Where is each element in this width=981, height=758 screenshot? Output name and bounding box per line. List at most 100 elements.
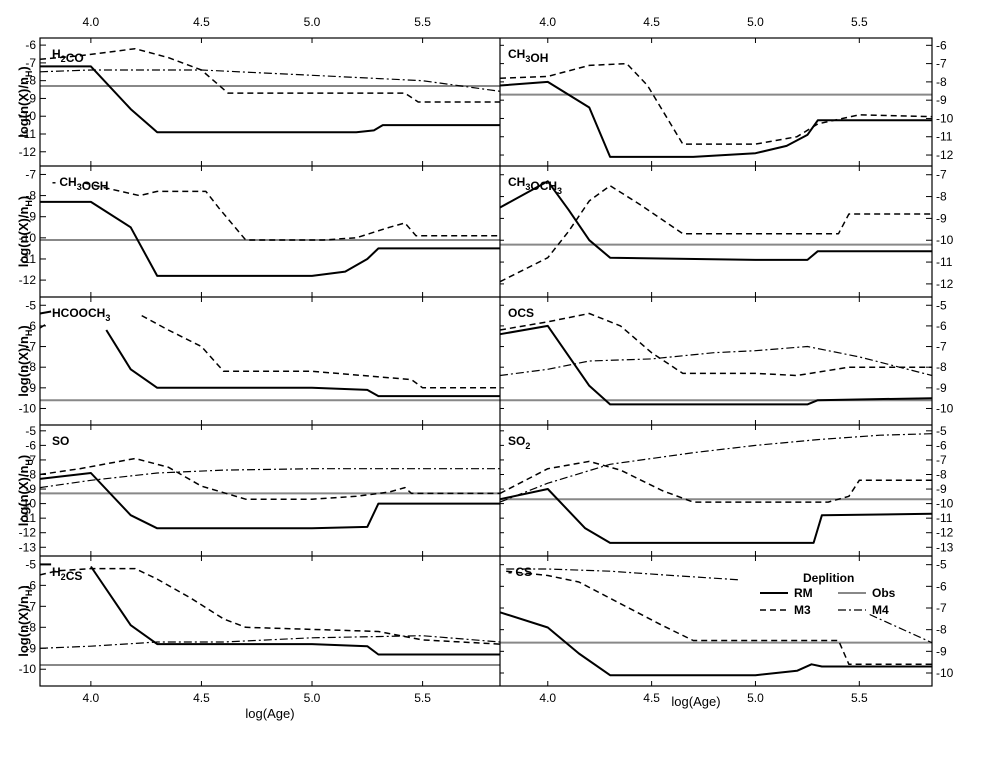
panel-label: H2CO (52, 47, 84, 65)
y-tick-label: -11 (20, 511, 37, 525)
y-tick-label: -8 (936, 190, 947, 204)
y-tick-label: -6 (25, 38, 36, 52)
legend-title: Deplition (803, 571, 854, 585)
series-m3-line (499, 460, 932, 503)
x-tick-label-top: 4.5 (643, 15, 660, 29)
y-tick-label: -9 (25, 482, 36, 496)
y-tick-label: -8 (936, 623, 947, 637)
x-tick-label-bottom: 5.0 (747, 691, 764, 705)
x-tick-label-bottom: 4.0 (539, 691, 556, 705)
series-rm-line (105, 329, 500, 398)
y-tick-label: -11 (936, 255, 953, 269)
y-tick-label: -5 (936, 298, 947, 312)
y-tick-label: -12 (936, 277, 954, 291)
y-tick-label: -9 (936, 381, 947, 395)
y-tick-label: -11 (20, 127, 37, 141)
y-axis-label: log(n(X)/nH) (16, 66, 34, 138)
legend-label-m4: M4 (872, 603, 889, 617)
series-m4-line (499, 433, 933, 503)
x-tick-label-bottom: 5.5 (414, 691, 431, 705)
plot-frame (39, 37, 933, 687)
y-tick-label: -10 (936, 111, 954, 125)
y-tick-label: -6 (25, 438, 36, 452)
y-tick-label: -5 (25, 557, 36, 571)
panel-label: CH3OCH3 (508, 175, 562, 196)
y-tick-label: -7 (25, 340, 36, 354)
series-rm-line (499, 180, 932, 261)
y-tick-label: -6 (936, 438, 947, 452)
x-axis-label: log(Age) (671, 694, 720, 709)
y-tick-label: -11 (936, 511, 953, 525)
y-tick-label: -12 (19, 145, 37, 159)
y-tick-label: -8 (936, 467, 947, 481)
y-tick-label: -8 (25, 189, 36, 203)
y-tick-label: -9 (936, 644, 947, 658)
axes-group: 4.0 4.0 4.0 4.0 4.5 4.5 4.5 4.5 5.0 5.0 5.0 5.0 5.5 5… (39, 15, 933, 721)
panel-label: - CS (508, 565, 532, 579)
series-m3-line (84, 182, 500, 241)
y-tick-label: -5 (25, 424, 36, 438)
panel-0: -6 -7 -8 -9 -10 -11 -12 H2CO log(n(X)/nH) (16, 38, 501, 166)
y-axis-label: log(n(X)/nH) (16, 325, 34, 397)
panel-7: -5-6-7-8-9-10-11-12-13 SO2 (499, 424, 954, 556)
series-rm-line (499, 488, 933, 544)
y-tick-label: -12 (19, 273, 37, 287)
series-m4-line (39, 69, 501, 92)
y-tick-label: -6 (25, 319, 36, 333)
y-tick-label: -10 (19, 497, 37, 511)
y-tick-label: -7 (936, 57, 947, 71)
y-tick-label: -10 (936, 233, 954, 247)
y-tick-label: -7 (936, 168, 947, 182)
y-tick-label: -9 (25, 641, 36, 655)
series-rm-line (39, 310, 52, 315)
series-rm-line (40, 200, 500, 277)
y-tick-label: -10 (936, 401, 954, 415)
panel-4: -5 -6 -7 -8 -9 -10 HCOOCH3 log(n(X)/nH) (16, 297, 500, 425)
y-tick-label: -11 (936, 130, 953, 144)
x-tick-label-top: 4.5 (193, 15, 210, 29)
y-tick-label: -12 (936, 148, 954, 162)
y-tick-label: -9 (936, 211, 947, 225)
y-tick-label: -9 (936, 482, 947, 496)
y-tick-label: -6 (936, 38, 947, 52)
y-tick-label: -12 (936, 526, 954, 540)
y-tick-label: -7 (25, 167, 36, 181)
series-rm-line (39, 472, 500, 530)
series-m4-line (39, 635, 501, 649)
panel-6: -5-6-7-8-9-10-11-12-13 SO log(n(X)/nH) (16, 424, 500, 556)
y-tick-label: -13 (936, 540, 954, 554)
y-tick-label: -9 (936, 93, 947, 107)
series-m3-line (39, 323, 48, 329)
y-tick-label: -9 (25, 91, 36, 105)
y-tick-label: -10 (19, 109, 37, 123)
y-tick-label: -8 (936, 75, 947, 89)
y-tick-label: -9 (25, 210, 36, 224)
y-tick-label: -7 (25, 56, 36, 70)
y-tick-label: -10 (19, 231, 37, 245)
x-tick-label-bottom: 4.5 (193, 691, 210, 705)
panel-label: OCS (508, 306, 534, 320)
series-m3-line (499, 184, 932, 283)
series-m3-line (499, 312, 932, 377)
series-m4-line (499, 345, 933, 377)
y-tick-label: -9 (25, 381, 36, 395)
series-rm-line (499, 611, 932, 677)
y-axis-label: log(n(X)/nH) (16, 585, 34, 657)
x-tick-label-top: 5.0 (747, 15, 764, 29)
x-tick-label-top: 5.5 (414, 15, 431, 29)
y-axis-label: log(n(X)/nH) (16, 455, 34, 527)
y-tick-label: -10 (936, 666, 954, 680)
series-m3-line (39, 567, 501, 645)
y-axis-label: log(n(X)/nH) (16, 196, 34, 268)
panel-1: -6 -7 -8 -9 -10 -11 -12 CH3OH (499, 38, 954, 166)
y-tick-label: -10 (19, 401, 37, 415)
panel-5: -5 -6 -7 -8 -9 -10 OCS (499, 297, 954, 425)
panel-label: - CH3OCH (52, 175, 108, 193)
series-m4-line (506, 568, 739, 581)
y-tick-label: -11 (20, 252, 37, 266)
y-tick-label: -5 (936, 558, 947, 572)
y-tick-label: -7 (25, 453, 36, 467)
y-tick-label: -6 (25, 578, 36, 592)
y-tick-label: -8 (25, 74, 36, 88)
